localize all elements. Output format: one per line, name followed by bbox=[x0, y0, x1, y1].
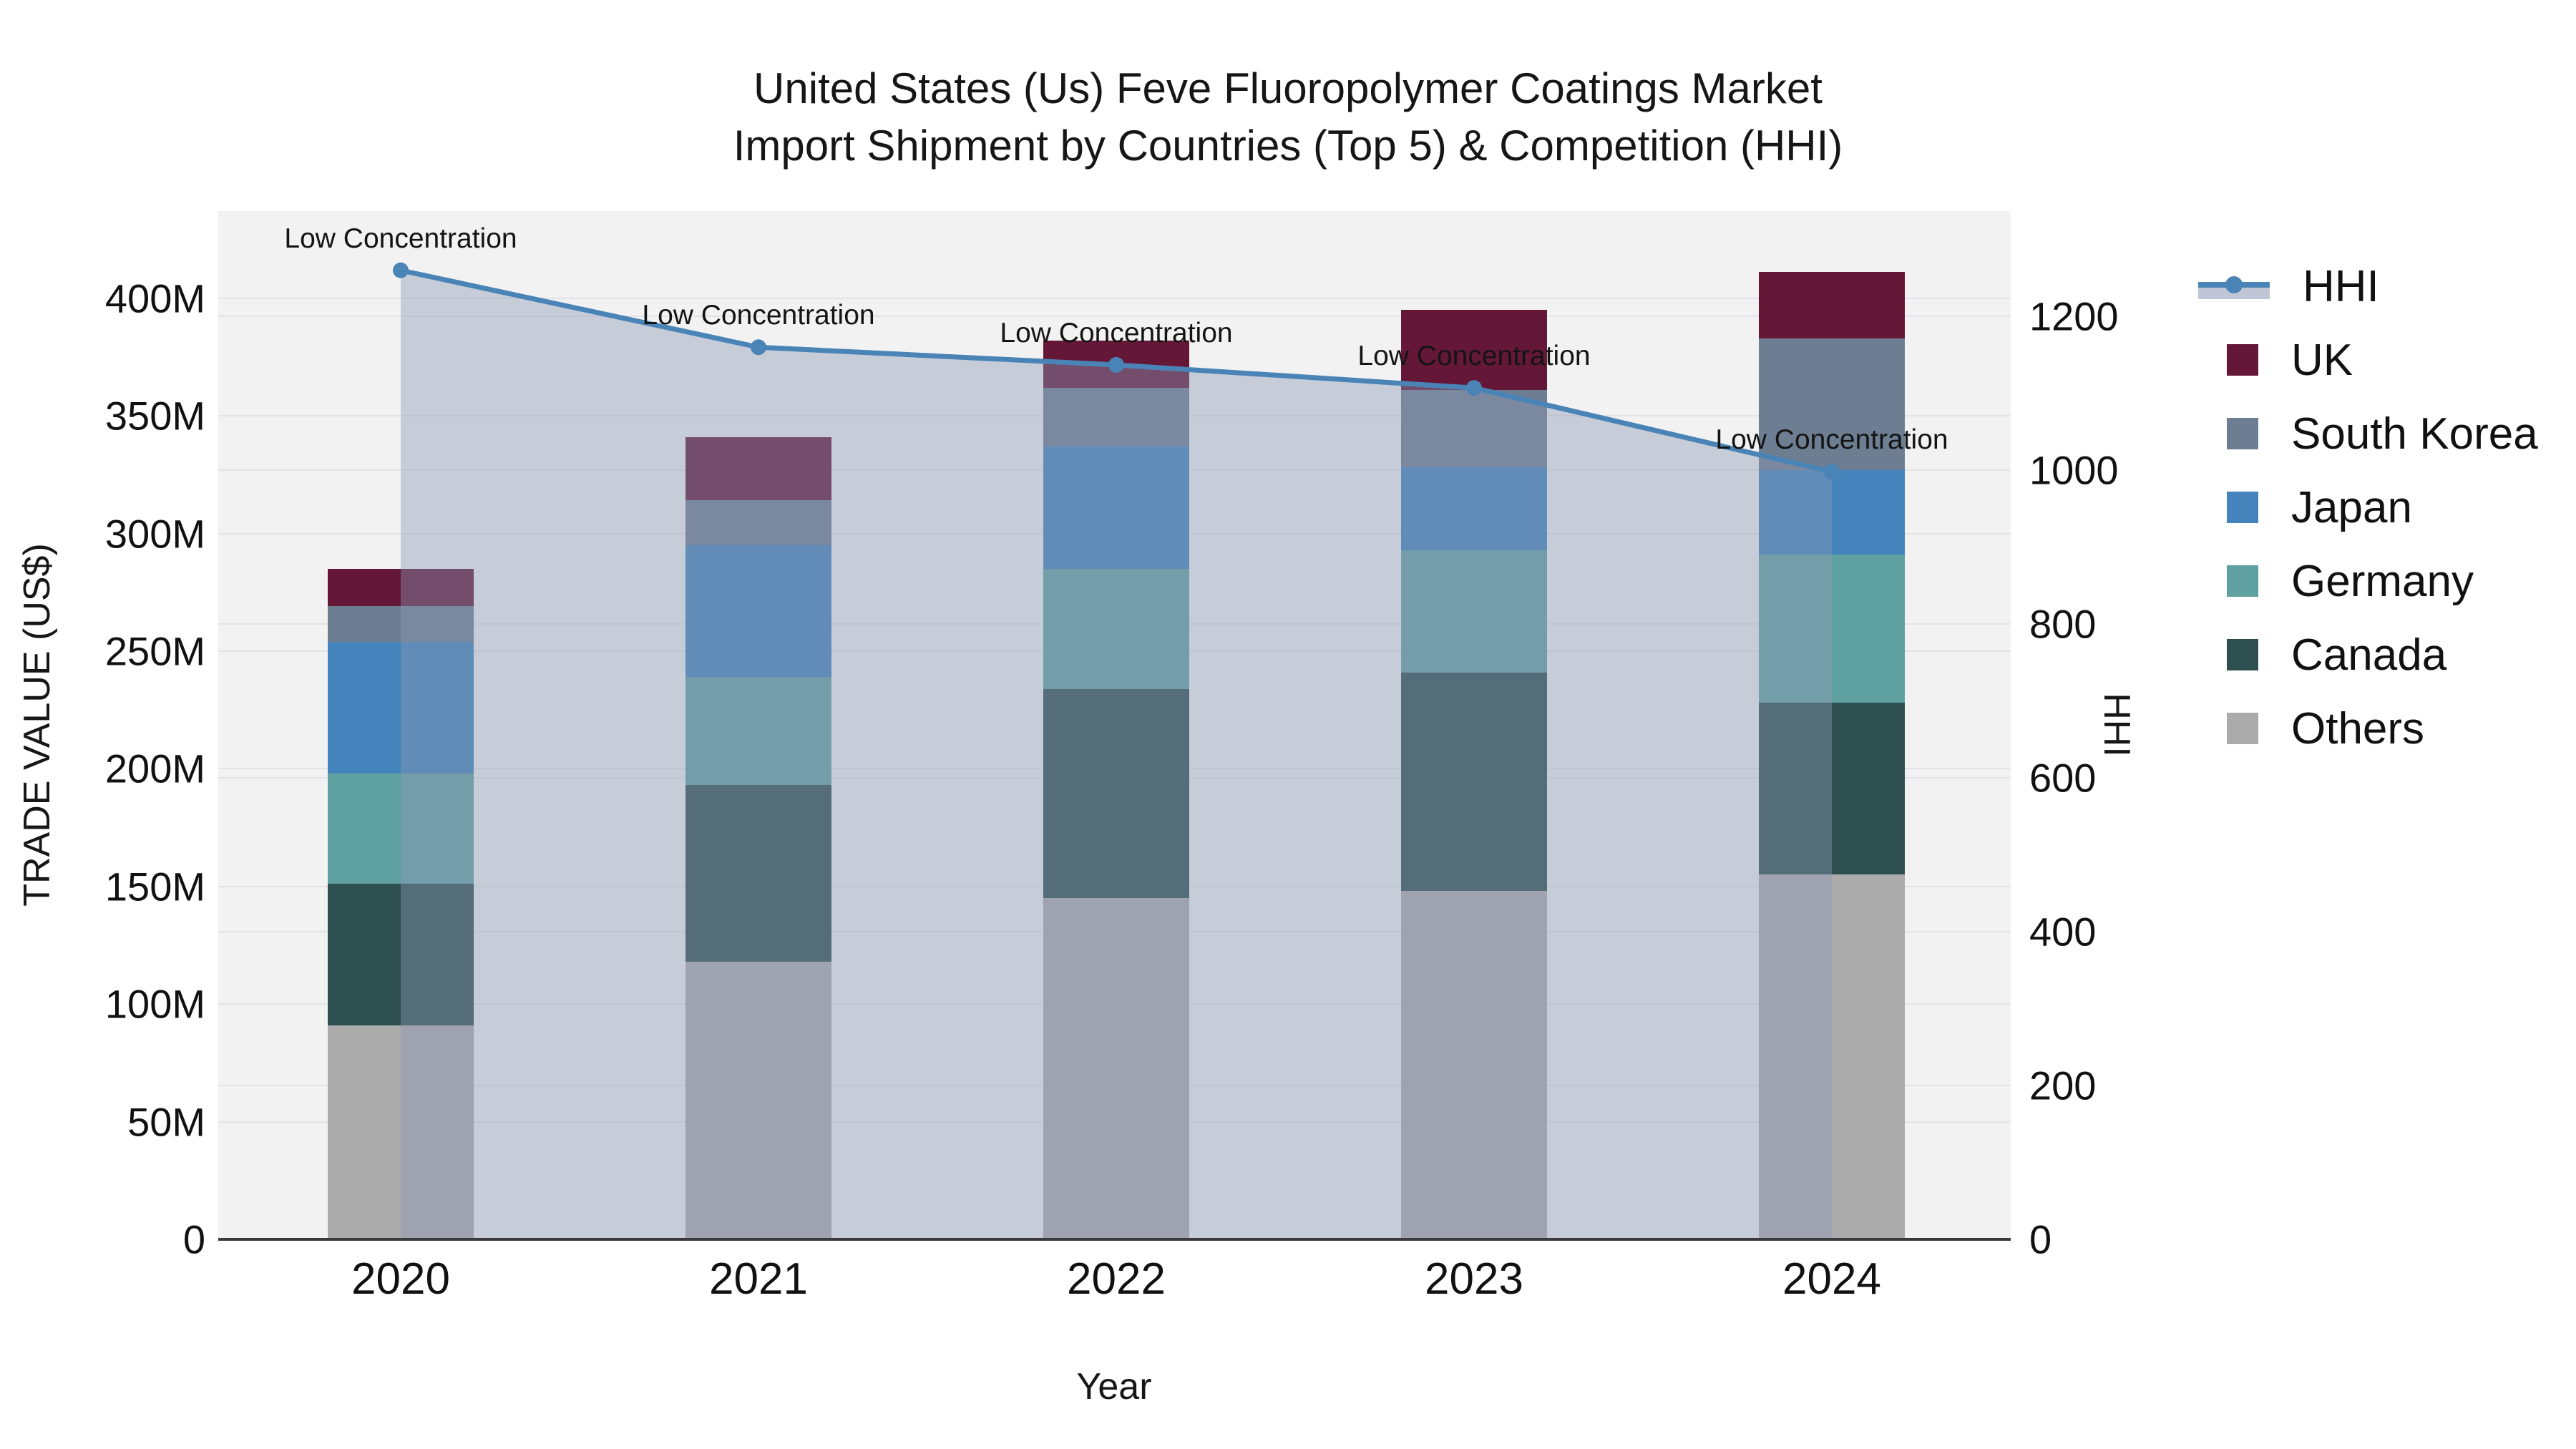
hhi-marker-2024[interactable] bbox=[1824, 464, 1840, 480]
legend-item-germany[interactable]: Germany bbox=[2198, 547, 2474, 615]
legend-item-japan[interactable]: Japan bbox=[2198, 473, 2412, 542]
hhi-marker-2020[interactable] bbox=[393, 262, 409, 278]
y-axis-right-title: HHI bbox=[2096, 693, 2137, 757]
annotation-2021: Low Concentration bbox=[642, 300, 875, 331]
hhi-marker-2022[interactable] bbox=[1108, 356, 1124, 373]
y-left-tick-0: 0 bbox=[182, 1216, 205, 1262]
bar-segment-2020-others[interactable] bbox=[328, 1025, 474, 1239]
y-right-tick-200: 200 bbox=[2029, 1063, 2097, 1108]
bar-segment-2021-uk[interactable] bbox=[686, 436, 831, 501]
y-left-tick-150M: 150M bbox=[104, 864, 205, 909]
bar-segment-2024-germany[interactable] bbox=[1759, 555, 1905, 703]
chart-title: United States (Us) Feve Fluoropolymer Co… bbox=[0, 60, 2576, 175]
bar-segment-2020-japan[interactable] bbox=[328, 641, 474, 774]
hhi-marker-2021[interactable] bbox=[751, 339, 766, 356]
legend-label: Germany bbox=[2291, 556, 2474, 606]
legend-swatch-icon bbox=[2227, 639, 2258, 670]
bar-segment-2023-canada[interactable] bbox=[1401, 672, 1547, 892]
bar-segment-2020-south-korea[interactable] bbox=[328, 606, 474, 642]
legend-label: Others bbox=[2291, 703, 2425, 753]
y-right-tick-400: 400 bbox=[2029, 909, 2097, 955]
annotation-2023: Low Concentration bbox=[1357, 341, 1591, 372]
chart-title-line2: Import Shipment by Countries (Top 5) & C… bbox=[733, 122, 1843, 170]
legend-item-canada[interactable]: Canada bbox=[2198, 620, 2446, 689]
x-tick-2024: 2024 bbox=[1782, 1254, 1881, 1304]
annotation-2020: Low Concentration bbox=[284, 223, 517, 254]
y-left-tick-400M: 400M bbox=[104, 275, 205, 321]
bar-segment-2021-japan[interactable] bbox=[686, 545, 831, 678]
bar-segment-2020-canada[interactable] bbox=[328, 884, 474, 1025]
gridline-left-400M bbox=[218, 297, 2011, 299]
chart-title-line1: United States (Us) Feve Fluoropolymer Co… bbox=[753, 64, 1823, 112]
legend-label: Japan bbox=[2291, 482, 2412, 532]
legend-swatch-icon bbox=[2227, 565, 2258, 597]
legend-item-uk[interactable]: UK bbox=[2198, 326, 2353, 394]
legend-hhi-line-swatch-icon bbox=[2198, 272, 2270, 301]
bar-segment-2023-others[interactable] bbox=[1401, 891, 1547, 1239]
legend-swatch-icon bbox=[2227, 492, 2258, 523]
bar-segment-2022-others[interactable] bbox=[1043, 898, 1189, 1239]
legend-item-others[interactable]: Others bbox=[2198, 694, 2424, 763]
y-axis-left-title: TRADE VALUE (US$) bbox=[16, 543, 58, 907]
y-right-tick-600: 600 bbox=[2029, 755, 2097, 801]
annotation-2022: Low Concentration bbox=[1000, 317, 1233, 348]
legend-item-south-korea[interactable]: South Korea bbox=[2198, 399, 2538, 468]
legend-label: HHI bbox=[2303, 261, 2379, 311]
bar-segment-2021-south-korea[interactable] bbox=[686, 500, 831, 545]
bar-segment-2024-japan[interactable] bbox=[1759, 469, 1905, 555]
bar-segment-2024-canada[interactable] bbox=[1759, 703, 1905, 875]
hhi-marker-2023[interactable] bbox=[1466, 380, 1482, 396]
y-left-tick-350M: 350M bbox=[104, 393, 205, 439]
bar-segment-2024-others[interactable] bbox=[1759, 874, 1905, 1239]
annotation-2024: Low Concentration bbox=[1715, 424, 1948, 456]
x-axis-line bbox=[218, 1238, 2011, 1241]
x-tick-2023: 2023 bbox=[1425, 1254, 1523, 1304]
bar-segment-2021-others[interactable] bbox=[686, 961, 831, 1239]
bar-segment-2023-south-korea[interactable] bbox=[1401, 389, 1547, 468]
y-right-tick-1200: 1200 bbox=[2029, 293, 2119, 339]
bar-segment-2022-germany[interactable] bbox=[1043, 568, 1189, 689]
bar-segment-2022-japan[interactable] bbox=[1043, 446, 1189, 569]
y-right-tick-800: 800 bbox=[2029, 601, 2097, 647]
bar-segment-2022-south-korea[interactable] bbox=[1043, 387, 1189, 447]
legend-swatch-icon bbox=[2227, 344, 2258, 376]
x-tick-2020: 2020 bbox=[351, 1254, 450, 1304]
y-right-tick-1000: 1000 bbox=[2029, 447, 2119, 493]
y-right-tick-0: 0 bbox=[2029, 1216, 2052, 1262]
bar-segment-2020-uk[interactable] bbox=[328, 568, 474, 607]
x-axis-title: Year bbox=[1076, 1366, 1152, 1407]
x-tick-2022: 2022 bbox=[1067, 1254, 1166, 1304]
bar-segment-2024-uk[interactable] bbox=[1759, 272, 1905, 338]
bar-segment-2022-canada[interactable] bbox=[1043, 688, 1189, 899]
legend-label: Canada bbox=[2291, 630, 2447, 680]
y-left-tick-100M: 100M bbox=[104, 981, 205, 1027]
y-left-tick-50M: 50M bbox=[127, 1099, 205, 1145]
gridline-right-1200 bbox=[218, 316, 2011, 318]
legend-item-hhi[interactable]: HHI bbox=[2198, 252, 2379, 321]
x-tick-2021: 2021 bbox=[709, 1254, 808, 1304]
y-left-tick-200M: 200M bbox=[104, 746, 205, 791]
y-left-tick-300M: 300M bbox=[104, 511, 205, 556]
legend-swatch-icon bbox=[2227, 418, 2258, 449]
legend-label: UK bbox=[2291, 335, 2353, 385]
legend-label: South Korea bbox=[2291, 409, 2538, 459]
bar-segment-2021-canada[interactable] bbox=[686, 785, 831, 962]
bar-segment-2021-germany[interactable] bbox=[686, 677, 831, 786]
bar-segment-2023-germany[interactable] bbox=[1401, 550, 1547, 673]
bar-segment-2020-germany[interactable] bbox=[328, 773, 474, 884]
bar-segment-2023-japan[interactable] bbox=[1401, 467, 1547, 550]
legend-swatch-icon bbox=[2227, 713, 2258, 744]
y-left-tick-250M: 250M bbox=[104, 628, 205, 674]
